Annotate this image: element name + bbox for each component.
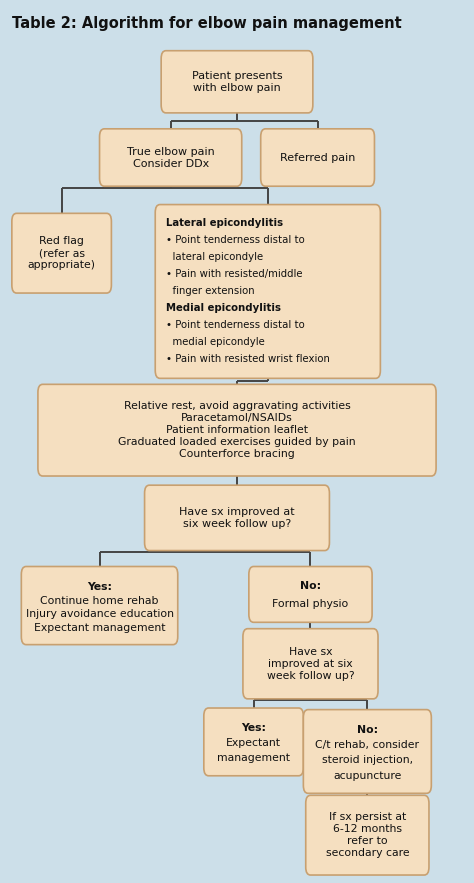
Text: Medial epicondylitis: Medial epicondylitis: [165, 303, 281, 313]
Text: Injury avoidance education: Injury avoidance education: [26, 609, 173, 619]
FancyBboxPatch shape: [155, 205, 380, 378]
Text: C/t rehab, consider: C/t rehab, consider: [315, 740, 419, 750]
Text: Expectant management: Expectant management: [34, 623, 165, 632]
Text: • Pain with resisted/middle: • Pain with resisted/middle: [165, 268, 302, 279]
FancyBboxPatch shape: [204, 708, 303, 776]
Text: Referred pain: Referred pain: [280, 153, 356, 162]
FancyBboxPatch shape: [261, 129, 374, 186]
Text: • Pain with resisted wrist flexion: • Pain with resisted wrist flexion: [165, 353, 329, 364]
FancyBboxPatch shape: [145, 485, 329, 551]
FancyBboxPatch shape: [38, 384, 436, 476]
Text: Red flag
(refer as
appropriate): Red flag (refer as appropriate): [27, 236, 96, 270]
Text: No:: No:: [300, 581, 321, 591]
Text: • Point tenderness distal to: • Point tenderness distal to: [165, 320, 304, 329]
Text: finger extension: finger extension: [165, 285, 254, 296]
Text: Have sx improved at
six week follow up?: Have sx improved at six week follow up?: [179, 507, 295, 529]
Text: No:: No:: [357, 725, 378, 735]
Text: Continue home rehab: Continue home rehab: [40, 596, 159, 606]
Text: medial epicondyle: medial epicondyle: [165, 336, 264, 346]
FancyBboxPatch shape: [249, 567, 372, 623]
Text: Expectant: Expectant: [226, 738, 281, 748]
FancyBboxPatch shape: [161, 50, 313, 113]
FancyBboxPatch shape: [12, 214, 111, 293]
Text: True elbow pain
Consider DDx: True elbow pain Consider DDx: [127, 147, 215, 169]
FancyBboxPatch shape: [303, 710, 431, 793]
FancyBboxPatch shape: [243, 629, 378, 698]
FancyBboxPatch shape: [100, 129, 242, 186]
Text: acupuncture: acupuncture: [333, 771, 401, 781]
Text: Yes:: Yes:: [87, 583, 112, 592]
Text: Patient presents
with elbow pain: Patient presents with elbow pain: [191, 71, 283, 93]
FancyBboxPatch shape: [306, 796, 429, 875]
Text: Yes:: Yes:: [241, 723, 266, 733]
Text: steroid injection,: steroid injection,: [322, 755, 413, 766]
Text: Table 2: Algorithm for elbow pain management: Table 2: Algorithm for elbow pain manage…: [12, 17, 401, 32]
Text: Lateral epicondylitis: Lateral epicondylitis: [165, 218, 283, 228]
Text: Relative rest, avoid aggravating activities
Paracetamol/NSAIDs
Patient informati: Relative rest, avoid aggravating activit…: [118, 401, 356, 459]
Text: • Point tenderness distal to: • Point tenderness distal to: [165, 235, 304, 245]
Text: Formal physio: Formal physio: [273, 599, 348, 608]
Text: management: management: [217, 753, 290, 763]
Text: lateral epicondyle: lateral epicondyle: [165, 252, 263, 261]
Text: If sx persist at
6-12 months
refer to
secondary care: If sx persist at 6-12 months refer to se…: [326, 812, 409, 858]
Text: Have sx
improved at six
week follow up?: Have sx improved at six week follow up?: [267, 646, 354, 681]
FancyBboxPatch shape: [21, 567, 178, 645]
